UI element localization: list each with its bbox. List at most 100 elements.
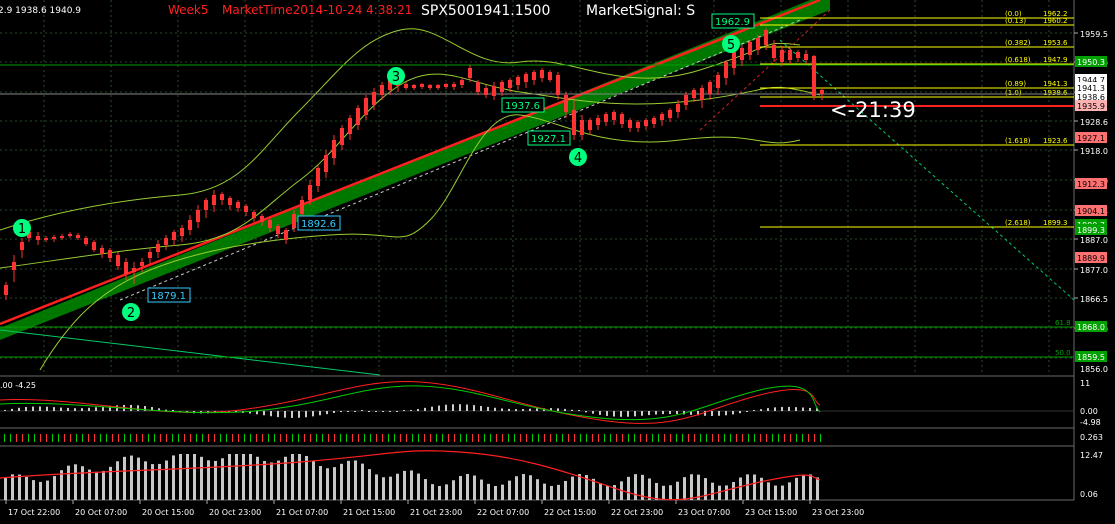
volume-bar xyxy=(445,484,448,500)
indicator-panels: .00 -4.25 xyxy=(0,381,1074,501)
volume-bar xyxy=(340,463,343,500)
candle-body xyxy=(564,95,568,112)
candle-body xyxy=(156,244,160,252)
volume-bar xyxy=(536,479,539,500)
volume-bar xyxy=(613,485,616,500)
candle-body xyxy=(244,206,248,212)
mini-bar xyxy=(634,434,635,442)
mini-bar xyxy=(64,434,65,442)
mini-bar xyxy=(562,434,563,442)
macd-bar xyxy=(32,406,34,411)
macd-bar xyxy=(270,411,272,417)
candle-body xyxy=(212,195,216,205)
volume-bar xyxy=(452,480,455,500)
price-marker-bg xyxy=(1075,74,1107,85)
price-marker-text: 1927.1 xyxy=(1077,134,1105,143)
price-marker-bg xyxy=(1075,100,1107,111)
volume-bar xyxy=(137,457,140,500)
volume-bar xyxy=(270,462,273,500)
mini-bar xyxy=(520,434,521,442)
mini-bar xyxy=(640,434,641,442)
mini-bar xyxy=(16,434,17,442)
macd-bar xyxy=(515,409,517,411)
macd-bar xyxy=(144,405,146,411)
price-panel[interactable]: (0.0) 1962.2 (0.13) 1960.2 (0.382) 1953.6 (0.6… xyxy=(0,0,1075,376)
volume-bar xyxy=(277,460,280,500)
mini-bar xyxy=(34,434,35,442)
price-marker-bg xyxy=(1075,56,1107,67)
candle-body xyxy=(148,252,152,258)
volume-bar xyxy=(116,461,119,500)
volume-bar xyxy=(354,460,357,500)
volume-bar xyxy=(697,474,700,500)
mini-bar xyxy=(616,434,617,442)
volume-bar xyxy=(361,463,364,500)
mini-bar xyxy=(262,434,263,442)
candle-body xyxy=(572,110,576,135)
candle-body xyxy=(420,84,424,87)
macd-bar xyxy=(760,409,762,411)
volume-bar xyxy=(585,475,588,500)
mini-bar xyxy=(814,434,815,442)
candle-body xyxy=(68,234,72,236)
candle-body xyxy=(636,122,640,128)
volume-bar xyxy=(718,485,721,500)
macd-bar xyxy=(326,411,328,415)
volume-bar xyxy=(802,474,805,500)
candle-body xyxy=(724,62,728,78)
volume-bar xyxy=(228,454,231,500)
mini-bar xyxy=(466,434,467,442)
candle-body xyxy=(796,52,800,58)
mini-bar xyxy=(172,434,173,442)
mini-bar xyxy=(490,434,491,442)
volume-bar xyxy=(473,475,476,500)
candle-body xyxy=(348,118,352,134)
volume-bar xyxy=(438,485,441,500)
macd-bar xyxy=(172,410,174,411)
price-label-text: 1892.6 xyxy=(301,219,336,230)
candle-body xyxy=(692,90,696,98)
fib-level-ratio: (0.13) xyxy=(1005,17,1026,25)
macd-bar xyxy=(319,411,321,416)
volume-bar xyxy=(564,480,567,500)
volume-bar xyxy=(88,469,91,500)
candle-body xyxy=(27,232,31,238)
mini-bar xyxy=(46,434,47,442)
price-marker-bg xyxy=(1075,178,1107,189)
macd-bar xyxy=(774,407,776,411)
fib-level-ratio: (0.0) xyxy=(1005,10,1022,18)
volume-bar xyxy=(410,470,413,500)
candle-body xyxy=(388,78,392,90)
mini-bar xyxy=(796,434,797,442)
price-label-text: 1962.9 xyxy=(715,17,750,28)
macd-bar xyxy=(102,406,104,411)
price-marker-text: 1912.3 xyxy=(1077,180,1105,189)
volume-bar xyxy=(487,483,490,500)
macd-bar xyxy=(466,404,468,411)
volume-bar xyxy=(417,473,420,500)
candle-body xyxy=(252,212,256,218)
volume-bar xyxy=(795,477,798,500)
macd-bar xyxy=(557,408,559,411)
mini-bar xyxy=(472,434,473,442)
mini-bar xyxy=(58,434,59,442)
price-axis-label: 1887.0 xyxy=(1080,236,1108,245)
candle-body xyxy=(332,140,336,158)
mini-bar xyxy=(670,434,671,442)
wave-label: 2 xyxy=(127,306,135,321)
time-axis-label: 20 Oct 23:00 xyxy=(209,508,261,517)
mini-bar xyxy=(256,434,257,442)
macd-header: .00 -4.25 xyxy=(0,381,36,390)
volume-bar xyxy=(753,474,756,500)
candle-body xyxy=(308,185,312,200)
regression-channel xyxy=(0,0,830,340)
fib-level-ratio: (1.0) xyxy=(1005,89,1022,97)
fib-level-value: 1941.3 xyxy=(1043,80,1068,88)
mini-bar xyxy=(322,434,323,442)
volume-bar xyxy=(662,485,665,500)
mini-bar xyxy=(70,434,71,442)
candle-body xyxy=(620,114,624,124)
mini-bar xyxy=(292,434,293,442)
macd-bar xyxy=(284,411,286,418)
